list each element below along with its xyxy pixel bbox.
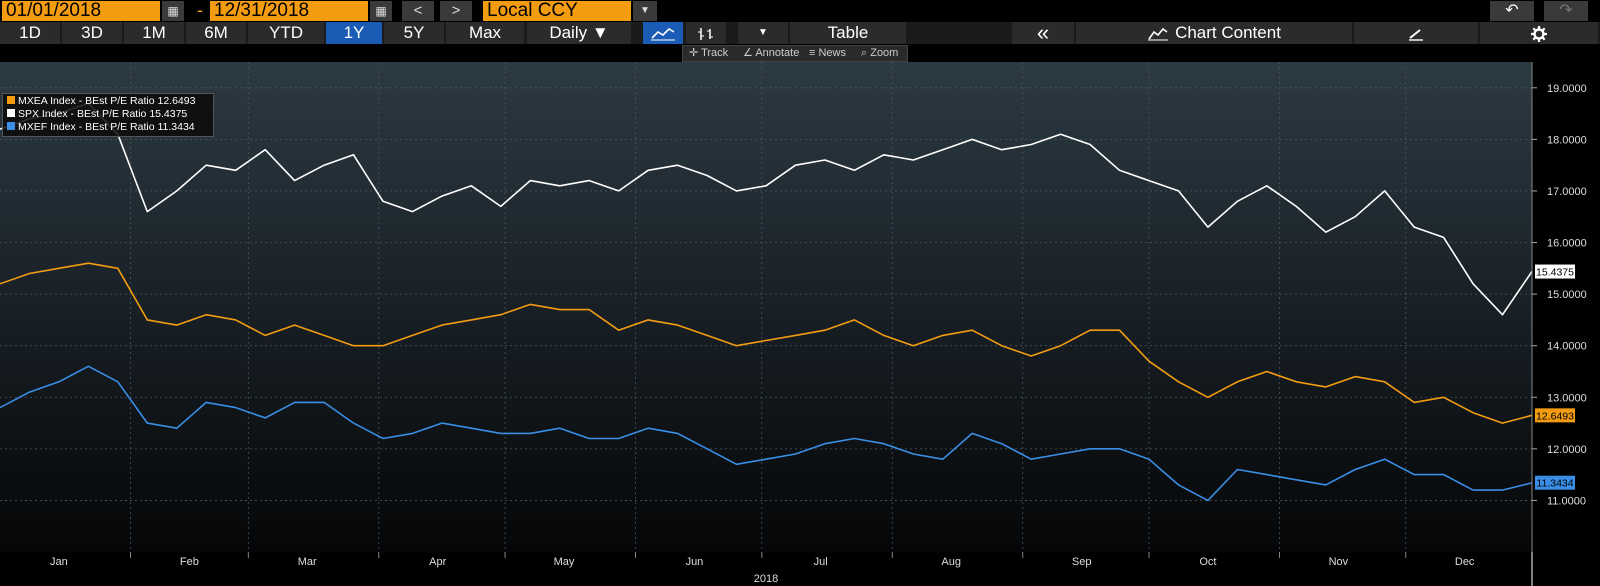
y-tick-label: 19.0000	[1547, 83, 1587, 95]
period-tab-1d[interactable]: 1D	[0, 22, 60, 44]
last-value-label-1: 15.4375	[1536, 267, 1574, 279]
x-month-label: Jul	[814, 556, 828, 568]
x-month-label: Aug	[941, 556, 961, 568]
last-value-label-0: 12.6493	[1536, 410, 1574, 422]
series-line-0	[0, 262, 1533, 424]
line-chart-icon[interactable]	[643, 22, 683, 44]
series-line-1	[0, 102, 1533, 316]
x-month-label: Oct	[1199, 556, 1216, 568]
period-tab-5y[interactable]: 5Y	[384, 22, 444, 44]
prev-period-button[interactable]: <	[402, 1, 434, 21]
zoom-button[interactable]: ⌕ Zoom	[861, 47, 899, 59]
undo-button[interactable]: ↶	[1490, 1, 1534, 21]
y-tick-label: 17.0000	[1547, 186, 1587, 198]
period-tab-max[interactable]: Max	[446, 22, 524, 44]
end-date-input[interactable]: 12/31/2018	[210, 1, 368, 21]
y-tick-label: 11.0000	[1547, 495, 1586, 507]
y-tick-label: 18.0000	[1547, 134, 1587, 146]
x-month-label: Jun	[686, 556, 704, 568]
annotate-button[interactable]: ∠ Annotate	[743, 47, 800, 59]
next-period-button[interactable]: >	[440, 1, 472, 21]
legend-swatch	[7, 122, 15, 131]
table-button[interactable]: Table	[790, 22, 906, 44]
last-value-tag-0	[1535, 408, 1575, 423]
y-tick-label: 13.0000	[1547, 392, 1587, 404]
period-tab-ytd[interactable]: YTD	[248, 22, 324, 44]
legend-entry-mxea[interactable]: MXEA Index - BEst P/E Ratio 12.6493	[7, 95, 195, 108]
top-toolbar	[0, 0, 1600, 22]
start-calendar-icon[interactable]: ▦	[162, 1, 184, 21]
period-tab-1y[interactable]: 1Y	[326, 22, 382, 44]
end-calendar-icon[interactable]: ▦	[370, 1, 392, 21]
legend-swatch	[7, 109, 15, 118]
legend-entry-mxef[interactable]: MXEF Index - BEst P/E Ratio 11.3434	[7, 121, 195, 134]
y-tick-label: 12.0000	[1547, 444, 1587, 456]
pe-ratio-line-chart: 11.0000 12.0000 13.0000 14.0000 15.0000 16.00…	[0, 62, 1587, 586]
bar-chart-icon[interactable]	[686, 22, 726, 44]
track-button[interactable]: ✛ Track	[689, 47, 729, 59]
x-month-label: Apr	[429, 556, 446, 568]
series-line-2	[0, 365, 1533, 502]
date-separator: -	[197, 0, 203, 20]
y-tick-label: 16.0000	[1547, 238, 1587, 250]
chart-type-dropdown-icon[interactable]: ▼	[738, 22, 788, 44]
x-month-label: Mar	[298, 556, 317, 568]
legend-entry-spx[interactable]: SPX Index - BEst P/E Ratio 15.4375	[7, 108, 187, 121]
chart-legend: MXEA Index - BEst P/E Ratio 12.6493 SPX …	[2, 93, 214, 137]
chart-content-button[interactable]: Chart Content	[1076, 22, 1352, 44]
period-tab-1m[interactable]: 1M	[124, 22, 184, 44]
x-year-label: 2018	[754, 573, 778, 585]
x-month-label: May	[554, 556, 575, 568]
currency-dropdown-icon[interactable]: ▼	[633, 1, 657, 21]
y-tick-label: 15.0000	[1547, 289, 1587, 301]
collapse-button[interactable]: «	[1012, 22, 1074, 44]
redo-button[interactable]: ↷	[1544, 1, 1588, 21]
x-month-label: Jan	[50, 556, 68, 568]
x-axis-band	[0, 552, 1532, 586]
x-month-label: Sep	[1072, 556, 1092, 568]
y-tick-label: 14.0000	[1547, 341, 1587, 353]
start-date-input[interactable]: 01/01/2018	[2, 1, 160, 21]
frequency-select[interactable]: Daily ▼	[527, 22, 631, 44]
edit-icon[interactable]	[1354, 22, 1478, 44]
legend-swatch	[7, 96, 15, 105]
chart-content-icon	[1148, 27, 1169, 41]
period-tab-3d[interactable]: 3D	[62, 22, 122, 44]
period-tab-6m[interactable]: 6M	[186, 22, 246, 44]
chart-tools-bar: ✛ Track ∠ Annotate ≡ News ⌕ Zoom	[682, 45, 908, 62]
x-month-label: Feb	[180, 556, 199, 568]
plot-background	[0, 62, 1532, 552]
settings-gear-icon[interactable]	[1480, 22, 1598, 44]
chart-content-label: Chart Content	[1175, 23, 1281, 42]
x-month-label: Nov	[1329, 556, 1349, 568]
news-button[interactable]: ≡ News	[809, 47, 846, 59]
last-value-tag-1	[1535, 264, 1575, 279]
x-month-label: Dec	[1455, 556, 1475, 568]
last-value-tag-2	[1535, 475, 1575, 490]
currency-select[interactable]: Local CCY	[483, 1, 631, 21]
last-value-label-2: 11.3434	[1536, 478, 1573, 490]
